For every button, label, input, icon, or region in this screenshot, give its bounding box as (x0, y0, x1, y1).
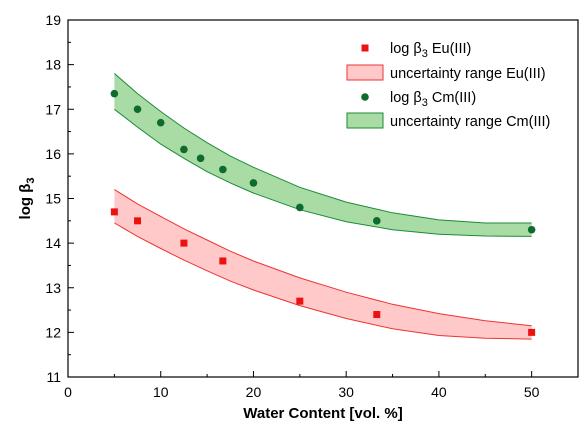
cm-point (249, 179, 258, 187)
cm-point (110, 89, 119, 98)
eu-point (110, 208, 118, 216)
uncertainty-bands (114, 73, 532, 340)
eu_band-legend-label-text: uncertainty range Eu(III) (390, 66, 546, 82)
eu-legend-label-subscript: 3 (422, 48, 428, 60)
eu-point (134, 217, 142, 225)
cm-point (180, 145, 188, 154)
y-tick-label: 12 (45, 324, 61, 340)
x-tick-label: 50 (524, 384, 540, 400)
eu_band-fill (114, 189, 532, 340)
cm_band-upper-line (114, 73, 532, 224)
cm-point (296, 203, 304, 212)
eu-legend-label-species: Eu(III) (428, 41, 472, 57)
x-tick-label: 40 (431, 384, 447, 400)
x-tick-label: 10 (153, 384, 169, 400)
cm_band-legend-label: uncertainty range Cm(III) (390, 114, 550, 130)
eu-legend-label-text: log β (390, 41, 422, 57)
data-points (110, 89, 536, 336)
y-tick-label: 14 (45, 235, 61, 251)
eu-point (373, 311, 381, 319)
y-tick-label: 15 (45, 191, 61, 207)
eu-point (219, 257, 227, 265)
cm_band-fill (114, 73, 532, 237)
cm-point (156, 118, 165, 127)
x-axis-label: Water Content [vol. %] (243, 405, 402, 422)
eu_band-legend-swatch (346, 64, 384, 81)
y-axis-label-subscript: 3 (25, 178, 37, 184)
cm-legend-label-subscript: 3 (422, 97, 428, 109)
cm-legend-label: log β3 Cm(III) (390, 90, 476, 109)
cm-point (219, 165, 227, 174)
y-axis: 11 12 13 14 15 16 17 18 19 (45, 12, 74, 385)
x-tick-label: 30 (338, 384, 354, 400)
cm_band-legend-swatch (346, 112, 384, 129)
x-tick-label: 0 (64, 384, 72, 400)
eu_band-lower-line (114, 222, 532, 340)
y-axis-label-base: log β (17, 184, 34, 220)
cm-point (133, 105, 142, 114)
cm_band-legend-label-text: uncertainty range Cm(III) (390, 114, 550, 130)
y-tick-label: 13 (45, 280, 61, 296)
cm_band-lower-line (114, 108, 532, 237)
eu-legend-label: log β3 Eu(III) (390, 41, 471, 60)
eu-point (180, 239, 188, 247)
x-tick-label: 20 (246, 384, 262, 400)
legend: log β3 Eu(III)uncertainty range Eu(III)l… (346, 41, 550, 130)
y-tick-label: 11 (46, 369, 61, 385)
eu_band-legend-label: uncertainty range Eu(III) (390, 66, 546, 82)
y-tick-label: 17 (45, 101, 61, 117)
eu-point (296, 297, 304, 305)
y-tick-label: 18 (45, 57, 61, 73)
eu-legend-marker (361, 44, 369, 52)
cm-legend-marker (361, 93, 369, 101)
cm-point (196, 154, 205, 163)
y-axis-label: log β3 (17, 178, 37, 220)
eu_band-upper-line (114, 189, 532, 327)
cm-point (372, 217, 381, 225)
y-tick-label: 16 (45, 146, 61, 162)
eu-point (528, 328, 536, 336)
cm-point (527, 225, 536, 234)
cm-legend-label-species: Cm(III) (428, 90, 476, 106)
y-tick-label: 19 (45, 12, 61, 28)
cm-legend-label-text: log β (390, 90, 422, 106)
x-axis: 0 10 20 30 40 50 (64, 371, 540, 400)
